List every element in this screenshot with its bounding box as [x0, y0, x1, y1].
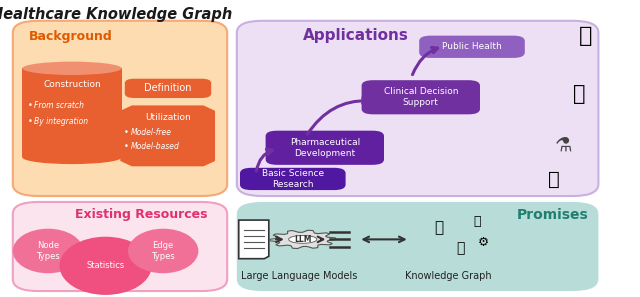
- Text: 🏅: 🏅: [473, 215, 481, 228]
- Text: •: •: [124, 142, 129, 151]
- Text: Large Language Models: Large Language Models: [241, 271, 357, 281]
- Text: •: •: [28, 117, 33, 126]
- Text: •: •: [124, 128, 129, 137]
- Text: 🧬: 🧬: [548, 170, 559, 189]
- Text: Construction: Construction: [43, 80, 101, 89]
- Text: Knowledge Graph: Knowledge Graph: [404, 271, 492, 281]
- Text: Model-free: Model-free: [131, 128, 172, 137]
- Text: 🦠: 🦠: [434, 220, 443, 235]
- Text: Utilization: Utilization: [145, 113, 191, 122]
- Text: ⚗: ⚗: [554, 136, 572, 155]
- FancyBboxPatch shape: [13, 202, 227, 291]
- Text: Model-based: Model-based: [131, 142, 179, 151]
- FancyBboxPatch shape: [237, 21, 598, 196]
- Text: 🫂: 🫂: [579, 26, 592, 46]
- Text: Pharmaceutical
Development: Pharmaceutical Development: [290, 138, 360, 158]
- Text: Node
Types: Node Types: [36, 241, 60, 261]
- Ellipse shape: [289, 236, 317, 243]
- Polygon shape: [22, 68, 122, 157]
- FancyBboxPatch shape: [362, 80, 480, 114]
- Ellipse shape: [13, 229, 83, 273]
- Text: Basic Science
Research: Basic Science Research: [262, 169, 324, 189]
- Text: Public Health: Public Health: [442, 42, 502, 51]
- Text: •: •: [28, 101, 33, 110]
- Text: Statistics: Statistics: [86, 261, 125, 270]
- Text: Background: Background: [29, 30, 112, 43]
- Text: By integration: By integration: [34, 117, 88, 126]
- Text: Applications: Applications: [303, 28, 409, 43]
- Polygon shape: [120, 105, 215, 166]
- Text: Definition: Definition: [144, 83, 192, 93]
- Text: From scratch: From scratch: [34, 101, 84, 110]
- FancyBboxPatch shape: [237, 202, 598, 291]
- FancyBboxPatch shape: [419, 36, 525, 58]
- Ellipse shape: [22, 151, 122, 164]
- Text: Clinical Decision
Support: Clinical Decision Support: [383, 87, 458, 108]
- Ellipse shape: [60, 237, 152, 295]
- FancyBboxPatch shape: [13, 21, 227, 196]
- Ellipse shape: [22, 62, 122, 75]
- FancyBboxPatch shape: [240, 168, 346, 190]
- FancyBboxPatch shape: [266, 131, 384, 165]
- Text: Edge
Types: Edge Types: [151, 241, 175, 261]
- Ellipse shape: [128, 229, 198, 273]
- Text: Existing Resources: Existing Resources: [75, 208, 208, 222]
- Text: ⚙: ⚙: [477, 236, 489, 249]
- Polygon shape: [239, 220, 269, 259]
- FancyBboxPatch shape: [125, 79, 211, 98]
- Text: LLM: LLM: [294, 235, 312, 244]
- Text: Promises: Promises: [517, 208, 589, 222]
- Polygon shape: [269, 230, 336, 249]
- Text: Healthcare Knowledge Graph: Healthcare Knowledge Graph: [0, 7, 232, 23]
- Text: 🖥: 🖥: [573, 83, 586, 104]
- Text: 💊: 💊: [456, 241, 465, 255]
